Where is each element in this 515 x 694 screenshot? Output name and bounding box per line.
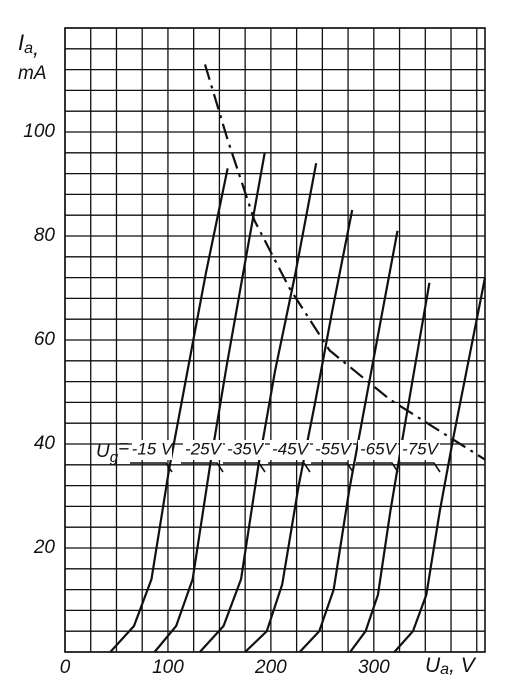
label-underline xyxy=(398,462,441,473)
curve xyxy=(199,162,318,653)
label-underline xyxy=(181,462,224,473)
legend-title: Ug= xyxy=(96,437,129,466)
curve xyxy=(109,168,229,653)
legend-subscript: g xyxy=(110,449,119,466)
y-axis-unit: mA xyxy=(18,63,47,84)
legend-symbol: U xyxy=(96,441,110,462)
x-tick-label: 300 xyxy=(358,657,390,678)
label-backdrop xyxy=(183,440,223,460)
y-tick-label: 60 xyxy=(34,329,56,350)
y-tick-label: 100 xyxy=(23,121,55,142)
y-tick-label: 40 xyxy=(34,433,56,454)
label-backdrop xyxy=(358,440,398,460)
x-tick-label: 0 xyxy=(60,657,71,678)
y-axis-label: Ia, xyxy=(18,30,39,60)
label-underline xyxy=(130,462,173,473)
y-label-symbol: I xyxy=(18,30,24,55)
x-axis-label: Ua, V xyxy=(425,654,477,679)
curve-label: -35V xyxy=(227,439,265,458)
label-backdrop xyxy=(225,440,265,460)
plot-frame xyxy=(64,27,486,653)
label-underline xyxy=(311,462,354,473)
curve xyxy=(393,277,487,653)
label-backdrop xyxy=(313,440,353,460)
x-label-subscript: a xyxy=(440,661,449,678)
label-backdrop xyxy=(132,440,172,460)
curve xyxy=(349,282,431,653)
label-underline xyxy=(356,462,399,473)
x-label-symbol: U xyxy=(425,654,441,677)
x-tick-label: 100 xyxy=(152,657,184,678)
label-underline xyxy=(223,462,266,473)
label-underline xyxy=(268,462,311,473)
y-tick-label: 20 xyxy=(33,537,56,558)
x-label-unit: , V xyxy=(449,654,477,677)
curve-label: -15 V xyxy=(132,439,174,458)
curve xyxy=(153,152,266,653)
curve-label: -55V xyxy=(315,439,353,458)
y-label-comma: , xyxy=(33,35,39,60)
curve-label: -25V xyxy=(185,439,223,458)
y-label-subscript: a xyxy=(24,40,33,57)
curve xyxy=(244,209,354,653)
label-backdrop xyxy=(400,440,440,460)
label-backdrop xyxy=(270,440,310,460)
y-tick-label: 80 xyxy=(34,225,56,246)
dissipation-curve xyxy=(203,64,486,461)
legend-sign: = xyxy=(118,437,129,458)
curve-label: -75V xyxy=(402,439,440,458)
x-tick-label: 200 xyxy=(254,657,287,678)
curve-label: -65V xyxy=(360,439,398,458)
curve-label: -45V xyxy=(272,439,310,458)
curve xyxy=(298,230,399,653)
